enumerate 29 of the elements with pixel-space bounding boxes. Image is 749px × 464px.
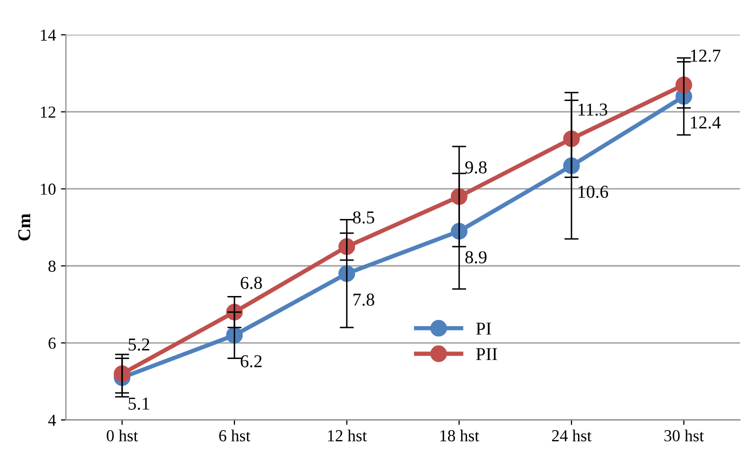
data-label: 5.1 — [128, 398, 150, 410]
x-tick-label: 0 hst — [106, 430, 138, 442]
data-label: 10.6 — [578, 186, 608, 198]
y-tick-label: 4 — [48, 414, 56, 426]
data-label: 8.5 — [353, 211, 374, 224]
data-label: 8.9 — [465, 251, 487, 264]
data-label: 11.3 — [578, 104, 608, 116]
data-label: 12.4 — [690, 116, 721, 129]
data-label: 6.8 — [240, 276, 262, 290]
y-tick-label: 10 — [40, 184, 56, 195]
legend-label: PI — [476, 322, 492, 335]
y-tick-label: 6 — [48, 338, 56, 349]
y-axis-title: Cm — [18, 214, 30, 241]
data-label: 5.2 — [128, 338, 150, 351]
data-label: 12.7 — [690, 50, 720, 62]
x-tick-label: 6 hst — [219, 430, 250, 442]
x-tick-label: 18 hst — [440, 430, 480, 442]
y-tick-label: 8 — [48, 260, 56, 272]
y-tick-label: 12 — [40, 106, 56, 118]
x-tick-label: 12 hst — [328, 430, 367, 442]
point — [563, 157, 580, 174]
point — [563, 130, 580, 148]
legend-label: PII — [476, 348, 498, 360]
x-tick-label: 24 hst — [552, 430, 592, 442]
data-label: 6.2 — [240, 355, 262, 368]
y-tick-label: 14 — [40, 30, 56, 41]
x-tick-label: 30 hst — [664, 430, 704, 442]
data-label: 7.8 — [354, 294, 374, 306]
data-label: 9.8 — [465, 161, 487, 174]
